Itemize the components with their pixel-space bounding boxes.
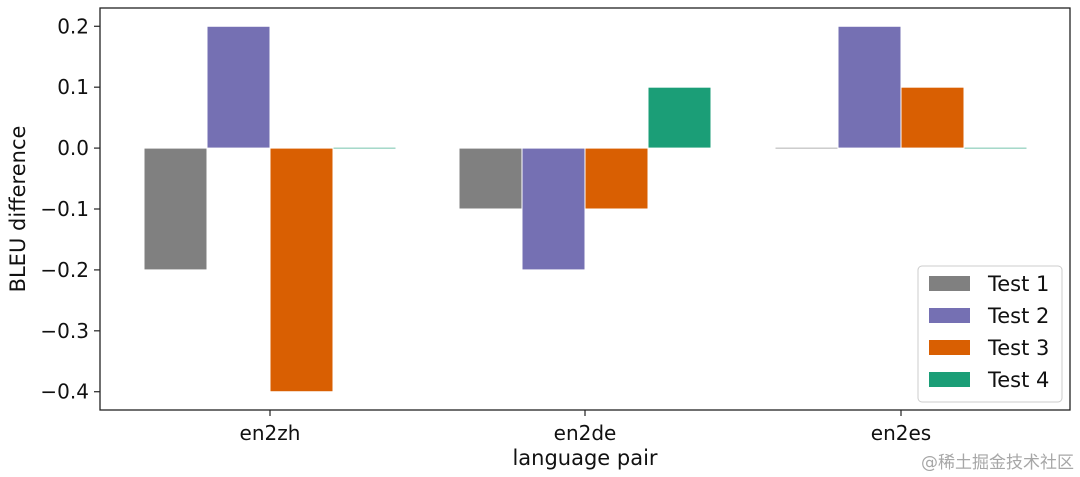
bar-en2es-test-2 [837, 25, 902, 149]
bar-en2es-test-1 [774, 146, 839, 150]
x-tick-label: en2es [871, 421, 931, 445]
bar-en2de-test-2 [521, 147, 586, 271]
legend-swatch [929, 340, 970, 355]
y-tick-label: −0.4 [40, 380, 89, 404]
x-tick-label: en2zh [240, 421, 301, 445]
bar-en2zh-test-1 [143, 147, 208, 271]
legend-label: Test 1 [987, 272, 1049, 296]
y-tick-label: 0.2 [57, 14, 89, 38]
bar-en2es-test-3 [900, 86, 965, 149]
bar-en2es-test-4 [963, 146, 1028, 150]
bars-group [143, 25, 1028, 393]
legend-label: Test 3 [987, 336, 1049, 360]
x-axis-ticks: en2zh en2de en2es [240, 410, 931, 445]
y-tick-label: 0.1 [57, 75, 89, 99]
x-axis-label: language pair [512, 446, 657, 470]
y-axis-label: BLEU difference [6, 126, 30, 293]
bar-en2zh-test-2 [206, 25, 271, 149]
legend-swatch [929, 276, 970, 291]
bar-en2zh-test-3 [269, 147, 334, 393]
y-tick-label: 0.0 [57, 136, 89, 160]
y-axis-ticks: 0.2 0.1 0.0 −0.1 −0.2 −0.3 −0.4 [40, 14, 100, 404]
legend: Test 1 Test 2 Test 3 Test 4 [917, 265, 1063, 403]
watermark: @稀土掘金技术社区 [921, 453, 1074, 473]
y-tick-label: −0.3 [40, 319, 89, 343]
legend-box [917, 265, 1063, 403]
bar-en2de-test-4 [647, 86, 712, 149]
y-tick-label: −0.2 [40, 258, 89, 282]
bar-en2de-test-3 [584, 147, 649, 210]
bar-en2zh-test-4 [332, 146, 397, 150]
y-tick-label: −0.1 [40, 197, 89, 221]
legend-swatch [929, 308, 970, 323]
legend-label: Test 2 [987, 304, 1049, 328]
x-tick-label: en2de [554, 421, 617, 445]
legend-swatch [929, 372, 970, 387]
legend-label: Test 4 [987, 368, 1049, 392]
bar-en2de-test-1 [458, 147, 523, 210]
